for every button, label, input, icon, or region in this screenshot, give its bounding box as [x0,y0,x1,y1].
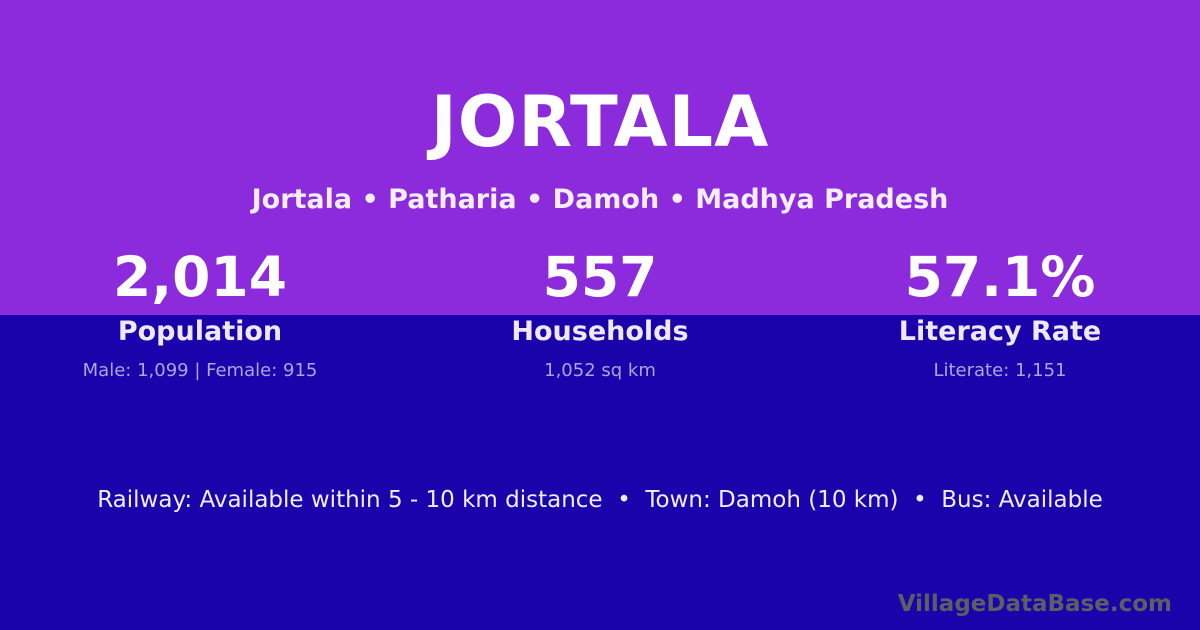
population-label: Population [117,316,283,347]
literacy-label: Literacy Rate [898,316,1102,347]
breadcrumb: Jortala • Patharia • Damoh • Madhya Prad… [251,184,949,215]
stats-row: 2,014 Population Male: 1,099 | Female: 9… [0,246,1200,382]
households-value: 557 [542,245,658,309]
watermark: VillageDataBase.com [897,591,1172,617]
stat-literacy: 57.1% Literacy Rate Literate: 1,151 [800,246,1200,382]
stat-households: 557 Households 1,052 sq km [400,246,800,382]
households-detail: 1,052 sq km [544,360,656,381]
households-label: Households [511,316,689,347]
population-detail: Male: 1,099 | Female: 915 [82,360,318,381]
stat-population: 2,014 Population Male: 1,099 | Female: 9… [0,246,400,382]
page-title: JORTALA [430,81,770,163]
literacy-detail: Literate: 1,151 [933,360,1067,381]
population-value: 2,014 [113,245,287,309]
transport-info-line: Railway: Available within 5 - 10 km dist… [97,487,1103,513]
literacy-value: 57.1% [904,245,1096,309]
bottom-background-band [0,315,1200,630]
